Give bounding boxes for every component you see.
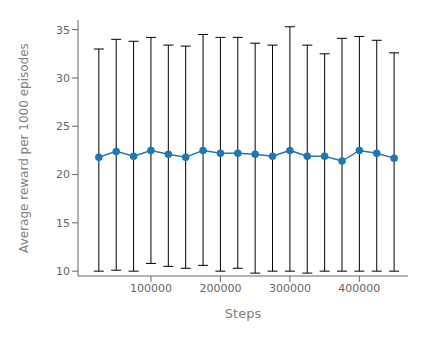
svg-text:100000: 100000: [130, 282, 172, 295]
svg-text:Steps: Steps: [225, 306, 262, 321]
svg-text:200000: 200000: [199, 282, 241, 295]
svg-text:35: 35: [56, 24, 70, 37]
svg-text:300000: 300000: [269, 282, 311, 295]
svg-text:20: 20: [56, 168, 70, 181]
svg-text:Average reward per 1000 episod: Average reward per 1000 episodes: [17, 43, 31, 253]
svg-text:15: 15: [56, 217, 70, 230]
svg-text:10: 10: [56, 265, 70, 278]
svg-text:25: 25: [56, 120, 70, 133]
svg-text:30: 30: [56, 72, 70, 85]
svg-text:400000: 400000: [338, 282, 380, 295]
